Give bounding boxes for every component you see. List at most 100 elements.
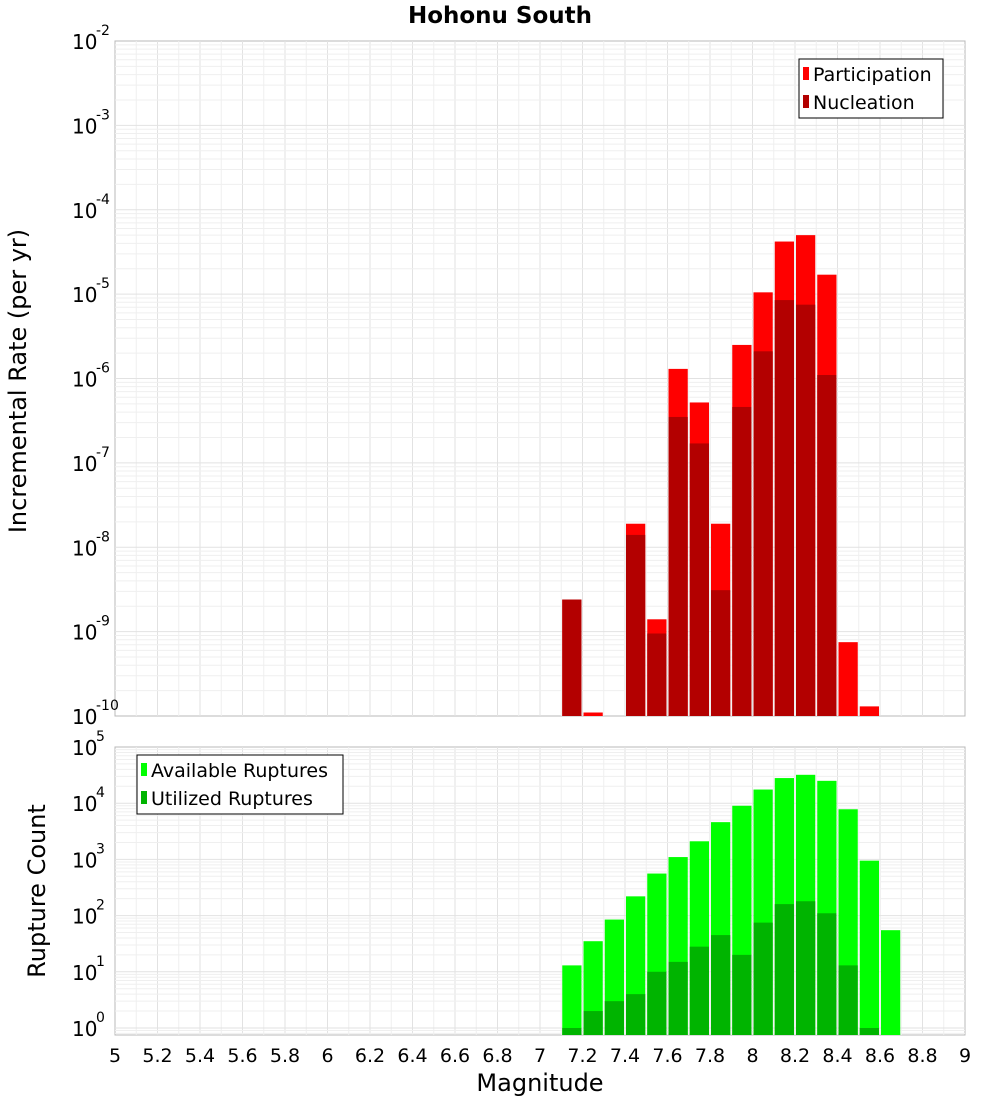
bottom-y-tick-exponent: 4 (96, 785, 105, 801)
bottom-y-tick-exponent: 0 (96, 1010, 105, 1026)
x-ticks: 5 5.2 5.4 5.6 5.8 6 6.2 6.4 6.6 6.8 7 7.2 7.4 7.6 7.8 8… (109, 1045, 971, 1067)
bottom-bar (583, 1011, 603, 1035)
bottom-bar (859, 1027, 879, 1035)
bottom-y-tick-exponent: 3 (96, 841, 105, 857)
x-tick-label: 6.6 (440, 1045, 470, 1067)
top-legend-box (798, 58, 944, 119)
top-y-tick-base: 10 (72, 368, 97, 392)
bottom-bar (647, 971, 667, 1035)
top-y-tick-base: 10 (72, 536, 97, 560)
bottom-y-tick-base: 10 (72, 792, 97, 816)
top-y-tick-base: 10 (72, 199, 97, 223)
bottom-bar (753, 922, 773, 1035)
bottom-series-2 (562, 901, 879, 1035)
top-series-2 (562, 300, 837, 716)
top-bar (668, 416, 688, 716)
x-tick-label: 6.8 (482, 1045, 512, 1067)
top-legend: Participation Nucleation (798, 58, 944, 119)
x-tick-label: 6 (321, 1045, 333, 1067)
x-tick-label: 6.2 (355, 1045, 385, 1067)
bottom-bar (711, 935, 731, 1035)
bottom-legend-box (136, 754, 344, 815)
x-tick-label: 7.2 (567, 1045, 597, 1067)
x-tick-label: 5.2 (142, 1045, 172, 1067)
x-tick-label: 8.6 (865, 1045, 895, 1067)
bottom-legend: Available Ruptures Utilized Ruptures (136, 754, 344, 815)
top-y-tick-base: 10 (72, 30, 97, 54)
top-y-tick-base: 10 (72, 705, 97, 729)
x-tick-label: 5.4 (185, 1045, 215, 1067)
top-y-tick-exponent: -8 (96, 529, 110, 545)
x-tick-label: 5.8 (270, 1045, 300, 1067)
top-panel: 10-1010-910-810-710-610-510-410-310-2Par… (72, 23, 966, 729)
bottom-y-tick-exponent: 2 (96, 898, 105, 914)
chart-title: Hohonu South (408, 3, 592, 29)
top-bar (583, 712, 603, 716)
top-y-tick-exponent: -6 (96, 361, 110, 377)
bottom-y-tick-base: 10 (72, 848, 97, 872)
top-y-tick-base: 10 (72, 283, 97, 307)
bottom-legend-label: Available Ruptures (151, 760, 328, 782)
top-bar (647, 633, 667, 716)
top-bar (796, 304, 816, 716)
bottom-legend-label: Utilized Ruptures (151, 788, 313, 810)
bottom-bar (859, 860, 879, 1035)
top-bar (689, 443, 709, 716)
top-bar (711, 590, 731, 716)
bottom-bar (604, 1001, 624, 1035)
bottom-y-axis-title: Rupture Count (23, 804, 51, 978)
x-tick-label: 7 (534, 1045, 546, 1067)
bottom-y-tick-base: 10 (72, 905, 97, 929)
x-tick-label: 8.4 (822, 1045, 852, 1067)
bottom-y-tick-exponent: 1 (96, 954, 105, 970)
top-bar (732, 406, 752, 716)
bottom-bar (817, 913, 837, 1035)
x-tick-label: 5.6 (227, 1045, 257, 1067)
top-bar (817, 375, 837, 716)
bottom-bar (668, 961, 688, 1035)
top-y-axis-title: Incremental Rate (per yr) (4, 229, 32, 533)
bottom-bar (796, 901, 816, 1035)
x-tick-label: 8.8 (907, 1045, 937, 1067)
bottom-bar (626, 994, 646, 1035)
x-tick-label: 7.8 (695, 1045, 725, 1067)
x-axis-title: Magnitude (476, 1069, 603, 1097)
top-bar (562, 599, 582, 716)
top-bar (859, 706, 879, 716)
bottom-bar (689, 946, 709, 1035)
x-tick-label: 7.4 (610, 1045, 640, 1067)
x-tick-label: 6.4 (397, 1045, 427, 1067)
bottom-bar (562, 1027, 582, 1035)
top-legend-label: Nucleation (813, 92, 915, 114)
top-y-tick-exponent: -3 (96, 107, 110, 123)
top-y-tick-base: 10 (72, 452, 97, 476)
x-tick-label: 7.6 (652, 1045, 682, 1067)
bottom-bar (881, 930, 901, 1035)
x-tick-label: 8 (746, 1045, 758, 1067)
top-bar (838, 642, 858, 716)
top-y-tick-exponent: -4 (96, 192, 110, 208)
bottom-bar (562, 965, 582, 1035)
top-legend-label: Participation (813, 64, 932, 86)
top-legend-swatch (803, 67, 809, 80)
top-y-tick-base: 10 (72, 621, 97, 645)
bottom-y-tick-exponent: 5 (96, 729, 105, 745)
top-bar (774, 300, 794, 716)
top-bar (626, 534, 646, 716)
top-y-tick-exponent: -5 (96, 276, 110, 292)
x-tick-label: 5 (109, 1045, 121, 1067)
top-y-tick-exponent: -2 (96, 23, 110, 39)
bottom-bar (774, 904, 794, 1035)
top-bar (753, 351, 773, 716)
bottom-y-tick-base: 10 (72, 1017, 97, 1041)
bottom-y-tick-base: 10 (72, 736, 97, 760)
top-y-tick-base: 10 (72, 114, 97, 138)
top-y-tick-exponent: -9 (96, 614, 110, 630)
top-gridlines (115, 41, 965, 716)
bottom-y-tick-base: 10 (72, 961, 97, 985)
